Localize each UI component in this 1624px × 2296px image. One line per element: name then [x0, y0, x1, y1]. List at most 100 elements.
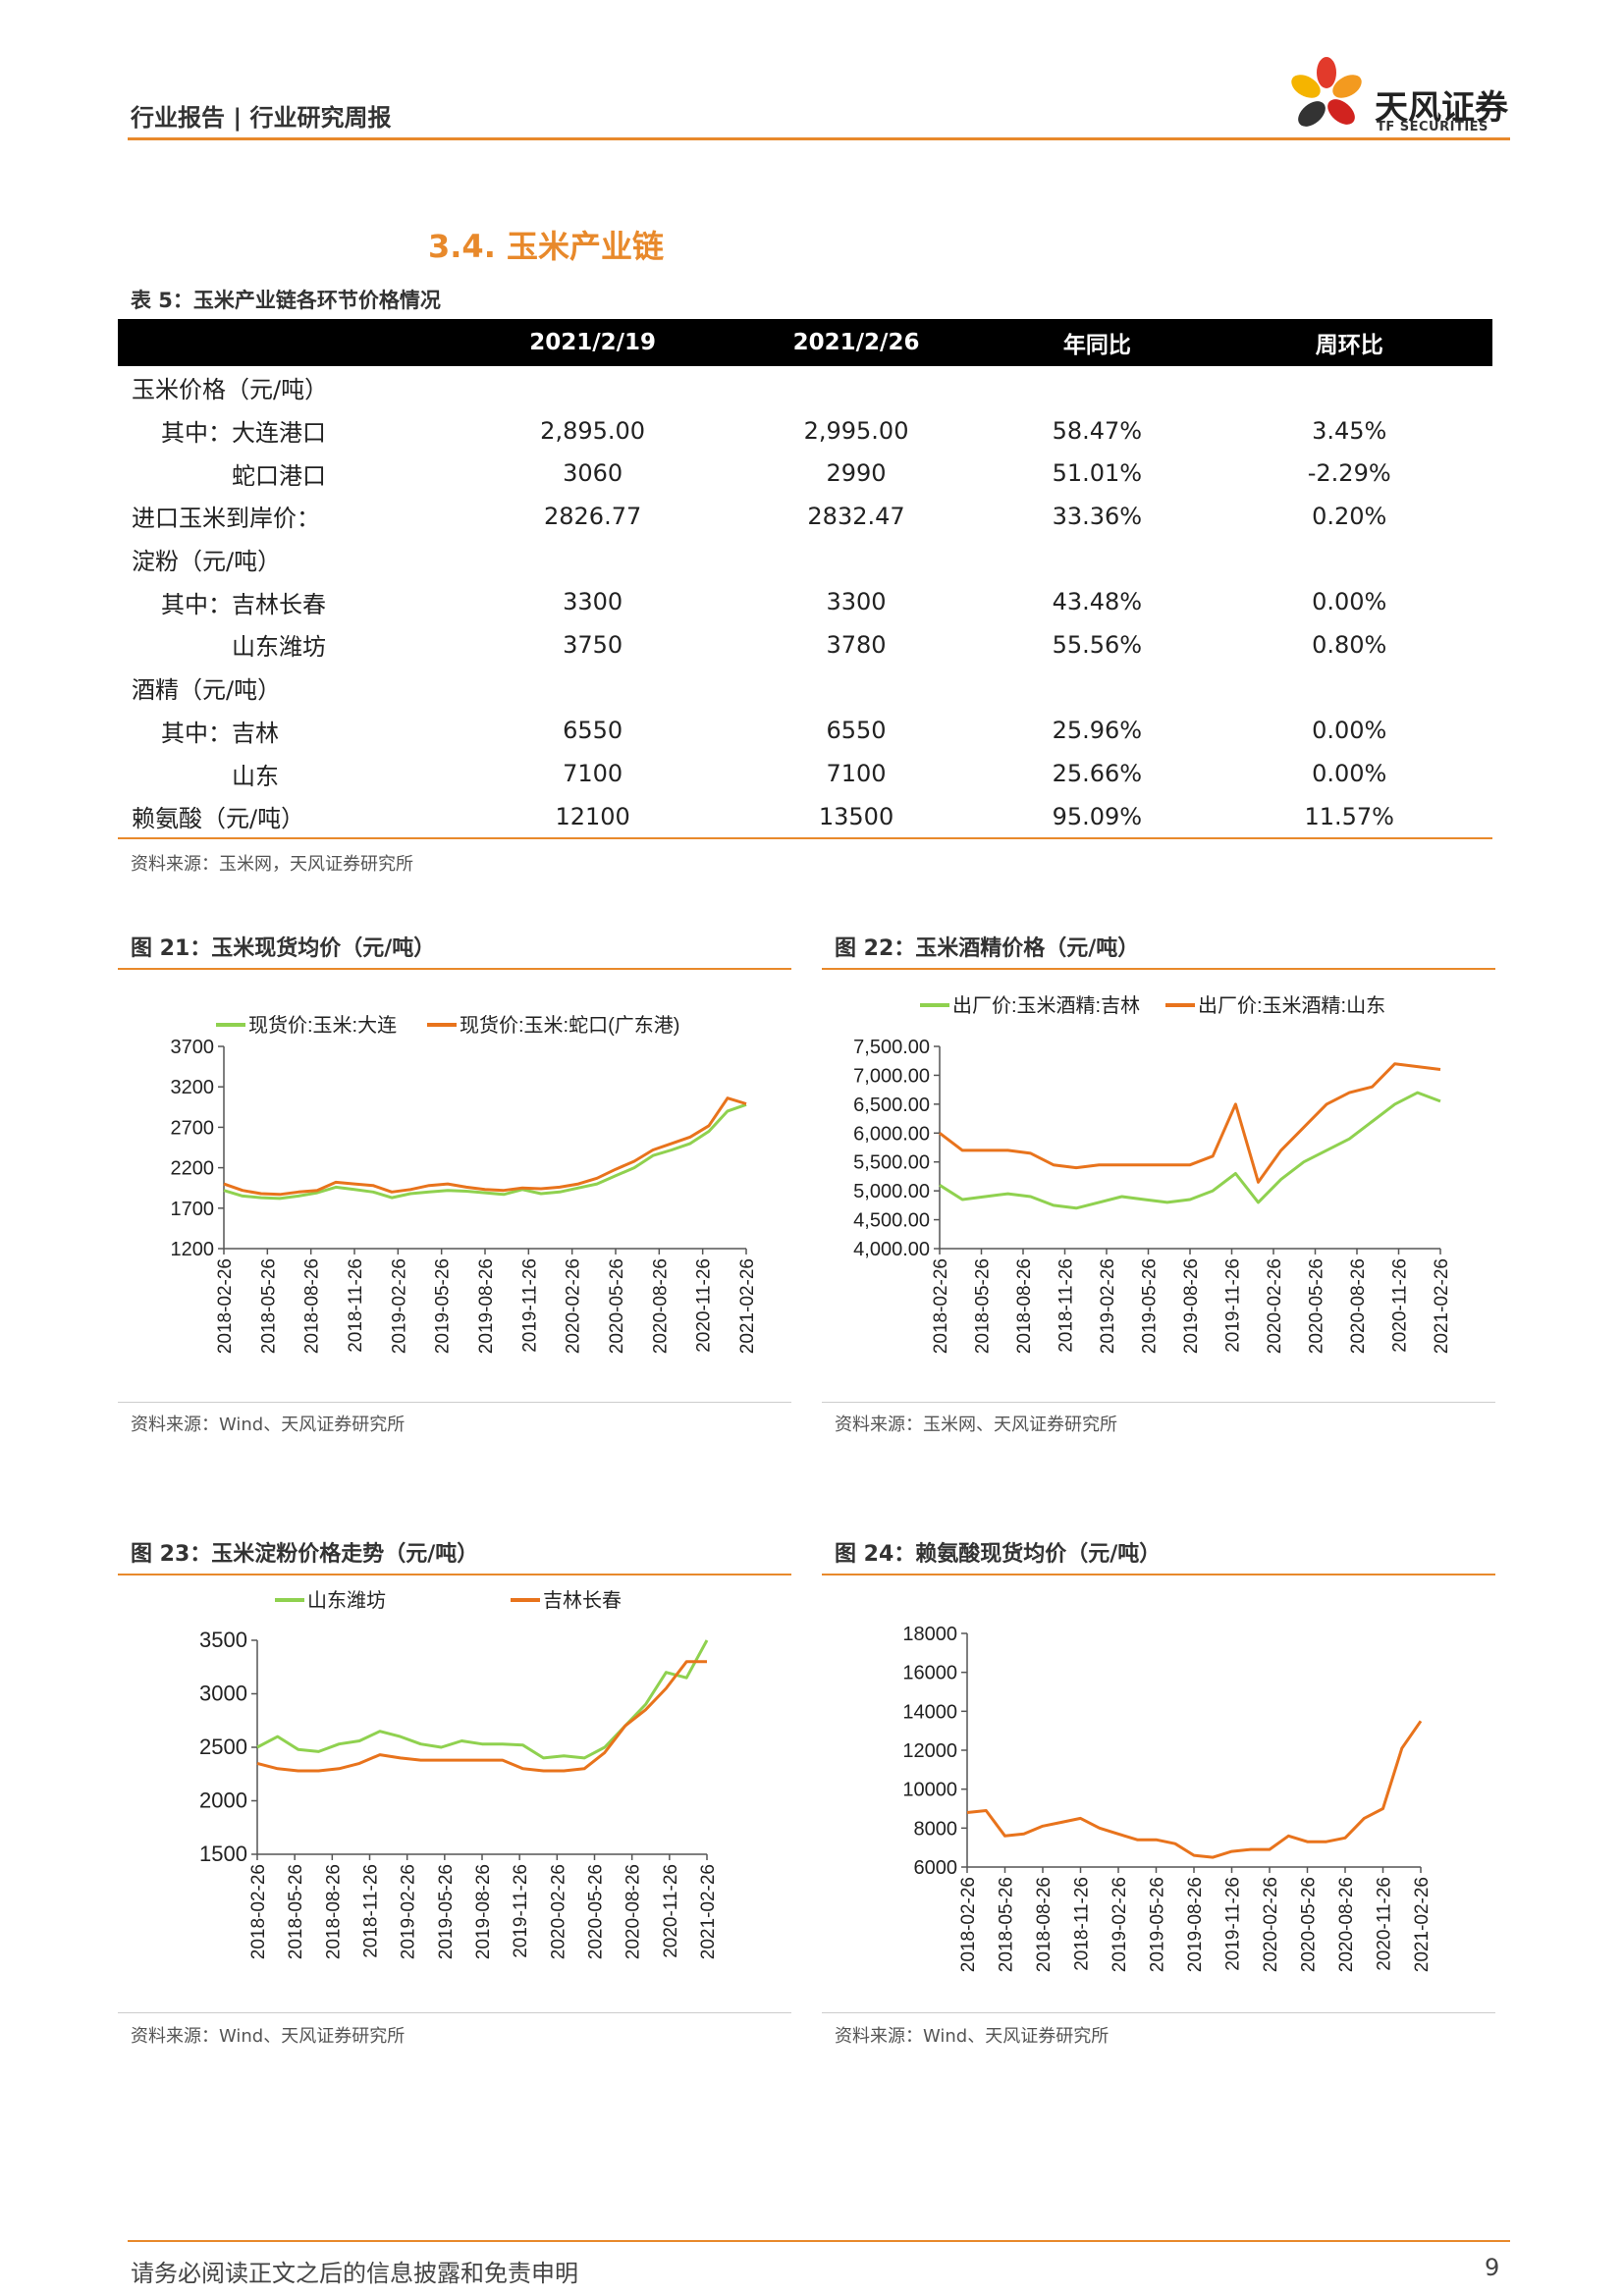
row-value: 3750 [563, 630, 623, 659]
y-tick-label: 3200 [171, 1077, 215, 1098]
row-value: 55.56% [1052, 630, 1143, 659]
table-row: 淀粉（元/吨） [118, 538, 1492, 581]
row-value: 25.66% [1052, 760, 1143, 788]
x-tick-label: 2018-11-26 [361, 1864, 382, 1958]
fig23-source: 资料来源：Wind、天风证券研究所 [131, 2026, 406, 2047]
y-tick-label: 6000 [914, 1857, 958, 1879]
fig23-title: 图 23：玉米淀粉价格走势（元/吨） [131, 1542, 479, 1567]
x-tick-label: 2019-08-26 [473, 1864, 494, 1959]
x-tick-label: 2018-02-26 [248, 1864, 269, 1959]
y-tick-label: 2000 [199, 1789, 247, 1813]
table-header-cell: 周环比 [1206, 319, 1492, 366]
x-tick-label: 2020-11-26 [661, 1864, 681, 1958]
row-value: 6550 [826, 717, 887, 745]
x-tick-label: 2018-08-26 [1034, 1877, 1055, 1972]
table-header-row: 2021/2/19 2021/2/26 年同比 周环比 [118, 319, 1492, 366]
x-tick-label: 2020-08-26 [1348, 1258, 1369, 1354]
table-caption: 表 5：玉米产业链各环节价格情况 [131, 289, 441, 312]
fig21-bottom-rule [118, 1402, 791, 1403]
table-row: 其中：大连港口 2,895.00 2,995.00 58.47% 3.45% [118, 409, 1492, 453]
table-header-cell: 2021/2/26 [724, 319, 989, 366]
price-table: 2021/2/19 2021/2/26 年同比 周环比 玉米价格（元/吨） 其中：… [118, 319, 1492, 838]
y-tick-label: 3700 [171, 1037, 215, 1058]
row-value: -2.29% [1307, 459, 1391, 488]
footer-disclaimer: 请务必阅读正文之后的信息披露和免责申明 [131, 2260, 578, 2287]
row-value: 58.47% [1052, 416, 1143, 445]
y-tick-label: 2200 [171, 1158, 215, 1180]
x-tick-label: 2019-02-26 [1098, 1258, 1118, 1354]
row-label: 山东潍坊 [232, 633, 326, 662]
row-value: 51.01% [1052, 459, 1143, 488]
fig24-top-rule [822, 1574, 1495, 1575]
x-tick-label: 2020-02-26 [1261, 1877, 1281, 1972]
y-tick-label: 12000 [902, 1740, 957, 1762]
y-tick-label: 5,000.00 [853, 1181, 930, 1202]
row-value: 7100 [563, 760, 623, 788]
row-label: 山东 [232, 762, 279, 790]
x-tick-label: 2020-05-26 [607, 1258, 627, 1354]
x-tick-label: 2020-02-26 [564, 1258, 584, 1354]
table-row: 山东潍坊 3750 3780 55.56% 0.80% [118, 623, 1492, 667]
row-value [460, 366, 724, 409]
x-tick-label: 2019-08-26 [476, 1258, 497, 1354]
y-tick-label: 6,500.00 [853, 1095, 930, 1116]
y-tick-label: 10000 [902, 1780, 957, 1801]
row-value: 0.00% [1312, 760, 1387, 788]
table-row: 酒精（元/吨） [118, 667, 1492, 710]
table-row: 赖氨酸（元/吨） 12100 13500 95.09% 11.57% [118, 795, 1492, 838]
x-tick-label: 2019-05-26 [436, 1864, 457, 1959]
y-tick-label: 4,500.00 [853, 1210, 930, 1232]
row-label: 其中：吉林长春 [161, 590, 326, 618]
x-tick-label: 2020-11-26 [1375, 1877, 1395, 1971]
fig22-title: 图 22：玉米酒精价格（元/吨） [835, 936, 1140, 961]
y-tick-label: 4,000.00 [853, 1239, 930, 1260]
y-tick-label: 3000 [199, 1682, 247, 1706]
x-tick-label: 2020-08-26 [623, 1864, 644, 1959]
x-tick-label: 2019-11-26 [1223, 1877, 1244, 1971]
x-tick-label: 2019-11-26 [511, 1864, 531, 1958]
x-tick-label: 2020-05-26 [1307, 1258, 1327, 1354]
row-value [1206, 366, 1492, 409]
row-value: 2,995.00 [803, 416, 909, 445]
y-tick-label: 3500 [199, 1628, 247, 1652]
row-value [460, 667, 724, 710]
row-value [725, 667, 988, 710]
fig23-bottom-rule [118, 2012, 791, 2013]
x-tick-label: 2020-05-26 [586, 1864, 607, 1959]
x-tick-label: 2020-08-26 [650, 1258, 671, 1354]
x-tick-label: 2020-05-26 [1299, 1877, 1320, 1972]
x-tick-label: 2019-02-26 [1110, 1877, 1130, 1972]
row-value [725, 538, 988, 581]
row-label: 进口玉米到岸价： [132, 505, 320, 533]
row-value: 2832.47 [807, 502, 905, 530]
x-tick-label: 2019-05-26 [1148, 1877, 1168, 1972]
row-value: 0.00% [1312, 588, 1387, 616]
y-tick-label: 7,000.00 [853, 1065, 930, 1087]
series-line [256, 1660, 707, 1773]
fig21-chart: 现货价:玉米:大连 现货价:玉米:蛇口(广东港) 3700 3200 2700 2200 1… [171, 1014, 759, 1354]
row-value: 33.36% [1052, 502, 1143, 530]
row-label: 赖氨酸（元/吨） [132, 805, 305, 833]
row-value: 25.96% [1052, 717, 1143, 745]
row-value: 95.09% [1052, 802, 1143, 830]
x-tick-label: 2019-05-26 [1140, 1258, 1161, 1354]
row-value: 6550 [563, 717, 623, 745]
row-label: 蛇口港口 [232, 461, 326, 490]
x-tick-label: 2018-08-26 [302, 1258, 323, 1354]
x-tick-label: 2018-05-26 [997, 1877, 1017, 1972]
row-value: 12100 [555, 802, 630, 830]
y-tick-label: 1200 [171, 1239, 215, 1260]
x-tick-label: 2020-08-26 [1336, 1877, 1357, 1972]
x-tick-label: 2018-11-26 [1072, 1877, 1093, 1971]
x-tick-label: 2018-08-26 [1014, 1258, 1035, 1354]
legend-label: 山东潍坊 [307, 1589, 386, 1612]
header-rule [128, 137, 1510, 140]
fig21-source: 资料来源：Wind、天风证券研究所 [131, 1415, 406, 1435]
row-value: 3300 [826, 588, 887, 616]
series-line [939, 1091, 1441, 1210]
x-tick-label: 2020-11-26 [1390, 1258, 1411, 1353]
section-title: 3.4. 玉米产业链 [428, 228, 664, 265]
row-value: 2,895.00 [540, 416, 646, 445]
x-tick-label: 2018-08-26 [323, 1864, 344, 1959]
